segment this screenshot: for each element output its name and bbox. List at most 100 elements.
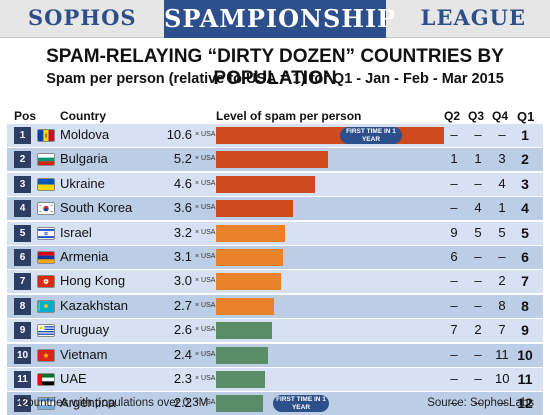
unit-label: × USA — [195, 179, 216, 187]
rank-q2: 9 — [450, 224, 458, 240]
spam-value: 10.6 — [166, 127, 192, 142]
rank-q4: 8 — [498, 297, 506, 313]
table-row: 9 Uruguay 2.6 × USA 7 2 7 9 — [7, 319, 543, 343]
rank-q3: – — [474, 175, 482, 191]
rank-q2: – — [450, 297, 458, 313]
table-row: 11 UAE 2.3 × USA – –10 11 — [7, 368, 543, 391]
unit-label: × USA — [195, 277, 216, 285]
unit-label: × USA — [195, 350, 216, 358]
spam-value: 2.2 — [173, 395, 192, 411]
rank-q2: – — [450, 273, 458, 289]
moldova-flag-icon — [37, 129, 55, 142]
kazakhstan-flag-icon — [37, 299, 55, 313]
rank-badge: 8 — [14, 297, 31, 315]
spam-bar — [216, 200, 293, 218]
country-name: Hong Kong — [60, 273, 126, 289]
unit-label: × USA — [195, 399, 216, 407]
spam-value: 5.2 — [173, 151, 192, 167]
rank-q2: 1 — [450, 151, 458, 167]
table-row: 5 Israel 3.2 × USA 9 5 5 5 — [7, 221, 543, 245]
spam-bar — [216, 175, 315, 193]
unit-label: × USA — [195, 253, 216, 260]
footer-note: Countries with populations over 0.3M — [19, 397, 209, 409]
rank-q2: – — [450, 175, 458, 191]
vietnam-flag-icon — [37, 348, 55, 362]
spam-bar — [216, 322, 272, 340]
rank-q4: 3 — [498, 151, 506, 167]
rank-q1: 8 — [521, 297, 529, 314]
uae-flag-icon — [37, 373, 55, 386]
rank-badge: 11 — [14, 371, 31, 388]
page-title: SPAM-RELAYING “DIRTY DOZEN” COUNTRIES BY… — [46, 46, 504, 89]
rank-q2: – — [450, 127, 458, 142]
unit-label: × USA — [195, 375, 216, 382]
table-row: 10 Vietnam 2.4 × USA – –11 10 — [7, 343, 543, 367]
rank-q1: 2 — [521, 151, 529, 168]
country-name: Bulgaria — [60, 151, 108, 167]
israel-flag-icon — [37, 226, 55, 240]
rank-q2: – — [450, 371, 458, 386]
header-q3: Q3 — [468, 109, 485, 123]
spam-bar — [216, 151, 328, 169]
unit-label: × USA — [195, 228, 216, 236]
rank-q1: 1 — [521, 127, 529, 143]
spam-bar — [216, 127, 444, 144]
armenia-flag-icon — [37, 251, 55, 264]
table-row: 1 Moldova 10.6 × USA FIRST TIME IN 1 YEAR – – –… — [7, 124, 543, 147]
rank-q4: 1 — [498, 200, 506, 216]
rank-q4: 7 — [498, 322, 506, 338]
rank-q1: 6 — [521, 249, 529, 265]
unit-label: × USA — [195, 301, 216, 309]
rank-q3: – — [474, 273, 482, 289]
spam-value: 2.4 — [173, 346, 192, 362]
spam-bar — [216, 273, 281, 291]
rank-badge: 1 — [14, 127, 31, 144]
southkorea-flag-icon — [37, 202, 55, 216]
table-row: 7 Hong Kong 3.0 × USA – –2 7 — [7, 270, 543, 294]
rank-q2: – — [450, 346, 458, 362]
header-banner: SOPHOS SPAMPIONSHIP LEAGUE — [0, 0, 550, 38]
rank-q3: – — [474, 371, 482, 386]
rank-q3: 5 — [474, 224, 482, 240]
rank-badge: 3 — [14, 175, 31, 193]
country-name: Uruguay — [60, 322, 110, 338]
unit-label: × USA — [195, 155, 216, 163]
spam-bar — [216, 395, 263, 413]
footer-source: Source: SophosLabs — [427, 397, 534, 409]
header-level: Level of spam per person — [216, 109, 362, 123]
table-row: 4 South Korea 3.6 × USA –4 1 4 — [7, 197, 543, 221]
spam-bar — [216, 297, 274, 315]
rank-q3: – — [474, 297, 482, 313]
uruguay-flag-icon — [37, 324, 55, 338]
table-row: 6 Armenia 3.1 × USA 6– –6 — [7, 246, 543, 269]
rank-q1: 7 — [521, 273, 529, 290]
banner-center-text: SPAMPIONSHIP — [164, 0, 395, 38]
spam-value: 3.0 — [173, 273, 192, 289]
rank-q4: 11 — [495, 346, 509, 362]
rank-q3: 1 — [474, 151, 482, 167]
hongkong-flag-icon — [37, 275, 55, 289]
spam-bar — [216, 224, 285, 242]
rank-badge: 4 — [14, 200, 31, 218]
rank-q3: 4 — [474, 200, 482, 216]
rank-badge: 9 — [14, 322, 31, 340]
spam-value: 2.7 — [173, 297, 192, 313]
table-row: 3 Ukraine 4.6 × USA – –4 3 — [7, 172, 543, 196]
spam-value: 3.6 — [173, 200, 192, 216]
country-name: Moldova — [60, 127, 110, 142]
rank-q4: 4 — [498, 175, 506, 191]
country-name: Israel — [60, 224, 92, 240]
table-row: 12 Argentina 2.2 × USA FIRST TIME IN 1 YEAR –… — [7, 392, 543, 415]
rank-q3: – — [474, 127, 482, 142]
spam-bar — [216, 249, 283, 266]
header-q2: Q2 — [444, 109, 461, 123]
table-row: 8 Kazakhstan 2.7 × USA – –8 8 — [7, 294, 543, 318]
country-name: Vietnam — [60, 346, 108, 362]
spam-value: 2.6 — [173, 322, 192, 338]
rank-q3: – — [474, 395, 482, 411]
country-name: Armenia — [60, 249, 109, 264]
rank-q2: 6 — [450, 249, 458, 264]
rank-badge: 2 — [14, 151, 31, 169]
header-q1: Q1 — [517, 109, 535, 124]
spam-bar — [216, 346, 268, 364]
